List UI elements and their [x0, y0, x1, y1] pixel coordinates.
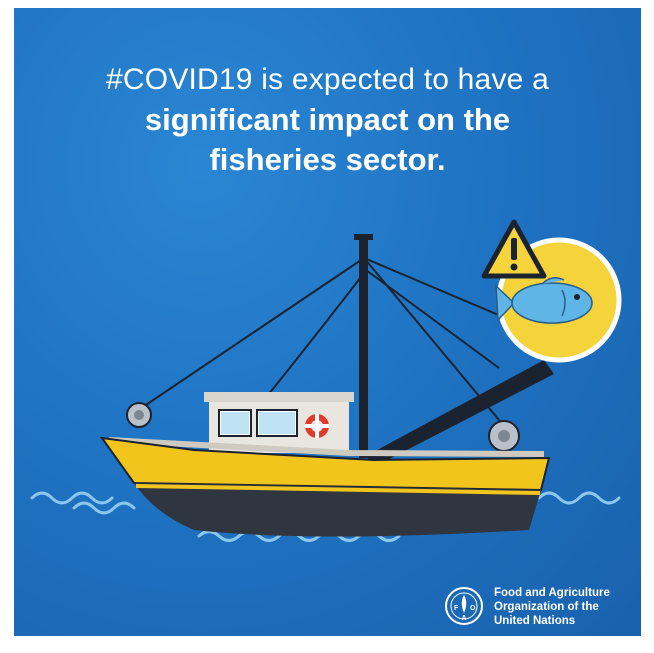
fao-emblem-icon: F O A — [445, 587, 483, 625]
headline-line-3: fisheries sector. — [209, 142, 446, 177]
fao-wordmark: Food and Agriculture Organization of the… — [494, 586, 610, 628]
fao-line-2: Organization of the — [494, 601, 599, 613]
fao-emblem-letter-o: O — [470, 605, 476, 612]
headline: #COVID19 is expected to have a significa… — [14, 60, 641, 180]
infographic-card: #COVID19 is expected to have a significa… — [14, 8, 641, 636]
headline-line-1: #COVID19 is expected to have a — [106, 63, 549, 96]
fao-emblem-letter-f: F — [454, 605, 459, 612]
fao-line-1: Food and Agriculture — [494, 587, 610, 599]
fishing-boat-illustration — [30, 219, 622, 542]
headline-line-2: significant impact on the — [144, 102, 511, 137]
mast — [359, 236, 368, 458]
hull-lower — [134, 483, 541, 537]
fao-logo: F O A Food and Agriculture Organization … — [444, 584, 634, 632]
fao-emblem-letter-a: A — [462, 615, 467, 622]
cabin — [204, 392, 354, 453]
boom-arm — [366, 360, 554, 466]
warning-icon — [481, 219, 547, 279]
fao-line-3: United Nations — [494, 615, 576, 627]
winch-right — [488, 420, 520, 452]
winch-left — [126, 402, 152, 428]
